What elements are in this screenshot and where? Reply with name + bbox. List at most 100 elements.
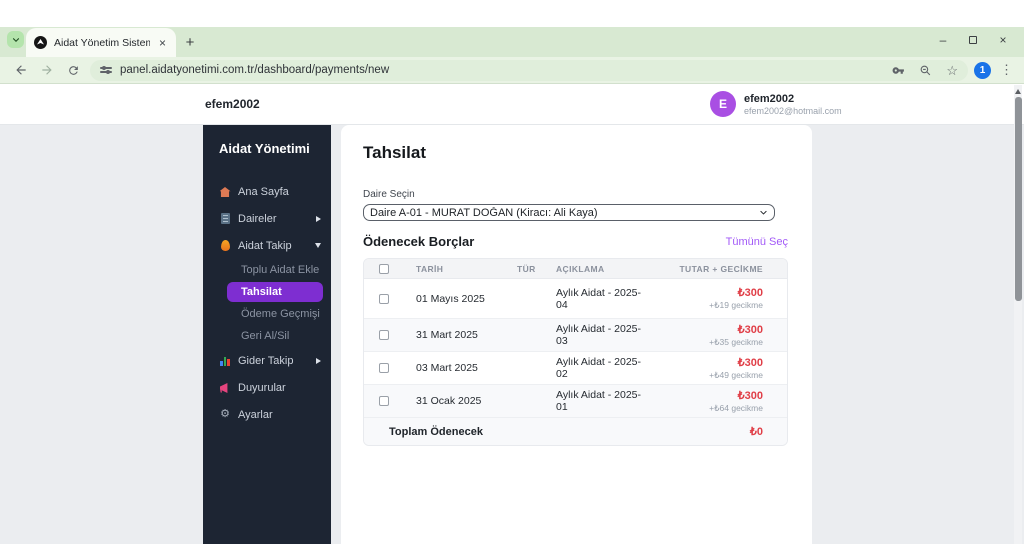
back-button[interactable] bbox=[8, 59, 34, 81]
row-checkbox[interactable] bbox=[379, 330, 389, 340]
web-page: efem2002 E efem2002 efem2002@hotmail.com… bbox=[0, 84, 1024, 544]
tab-title: Aidat Yönetim Sistemi bbox=[54, 36, 150, 49]
row-amount-cell: ₺300 +₺64 gecikme bbox=[647, 389, 787, 414]
sidebar-item-odeme-gecmisi[interactable]: Ödeme Geçmişi bbox=[241, 308, 320, 320]
window-controls: – × bbox=[928, 29, 1018, 51]
unit-select-value: Daire A-01 - MURAT DOĞAN (Kiracı: Ali Ka… bbox=[370, 206, 598, 219]
scroll-up-arrow-icon[interactable] bbox=[1015, 89, 1021, 94]
col-header-tutar: TUTAR + GECİKME bbox=[679, 263, 763, 274]
row-description: Aylık Aidat - 2025-04 bbox=[556, 286, 642, 311]
page-scrollbar[interactable] bbox=[1014, 85, 1022, 544]
tab-close-icon[interactable]: × bbox=[158, 35, 166, 50]
select-all-link[interactable]: Tümünü Seç bbox=[725, 235, 788, 248]
restore-icon bbox=[969, 36, 977, 44]
row-amount-cell: ₺300 +₺35 gecikme bbox=[647, 323, 787, 348]
sidebar-item-ana-sayfa[interactable]: Ana Sayfa bbox=[203, 178, 331, 205]
row-late-fee: +₺19 gecikme bbox=[709, 300, 763, 310]
forward-button[interactable] bbox=[34, 59, 60, 81]
total-label: Toplam Ödenecek bbox=[389, 425, 483, 438]
tab-search-button[interactable] bbox=[7, 31, 24, 48]
building-icon bbox=[219, 213, 231, 224]
debts-section-title: Ödenecek Borçlar bbox=[363, 234, 475, 249]
row-description: Aylık Aidat - 2025-01 bbox=[556, 389, 642, 413]
flame-icon bbox=[219, 240, 231, 251]
browser-tab[interactable]: Aidat Yönetim Sistemi × bbox=[26, 28, 176, 57]
sidebar-item-geri-al-sil[interactable]: Geri Al/Sil bbox=[241, 330, 290, 342]
chevron-down-icon bbox=[12, 37, 19, 42]
user-email: efem2002@hotmail.com bbox=[744, 105, 842, 116]
row-amount: ₺300 bbox=[737, 389, 763, 402]
row-date: 03 Mart 2025 bbox=[416, 362, 478, 374]
new-tab-button[interactable]: + bbox=[185, 33, 195, 51]
app-header: efem2002 E efem2002 efem2002@hotmail.com bbox=[0, 84, 1024, 125]
table-row: 01 Mayıs 2025 Aylık Aidat - 2025-04 ₺300… bbox=[364, 279, 787, 319]
row-amount: ₺300 bbox=[737, 356, 763, 369]
table-footer-row: Toplam Ödenecek ₺0 bbox=[364, 418, 787, 445]
sidebar-item-ayarlar[interactable]: ⚙ Ayarlar bbox=[220, 408, 273, 421]
row-amount-cell: ₺300 +₺49 gecikme bbox=[647, 356, 787, 381]
reload-icon bbox=[68, 65, 78, 75]
row-late-fee: +₺64 gecikme bbox=[709, 402, 763, 413]
unit-select[interactable]: Daire A-01 - MURAT DOĞAN (Kiracı: Ali Ka… bbox=[363, 204, 775, 221]
row-late-fee: +₺35 gecikme bbox=[709, 336, 763, 347]
forward-arrow-icon bbox=[42, 65, 52, 75]
select-chevron-icon bbox=[760, 210, 767, 215]
user-avatar: E bbox=[710, 91, 736, 117]
table-row: 03 Mart 2025 Aylık Aidat - 2025-02 ₺300 … bbox=[364, 352, 787, 385]
back-arrow-icon bbox=[16, 65, 26, 75]
browser-menu-icon[interactable]: ⋮ bbox=[1000, 62, 1013, 77]
sidebar: Aidat Yönetimi Ana Sayfa Daireler Aidat … bbox=[203, 125, 331, 544]
zoom-indicator-button[interactable] bbox=[919, 64, 932, 77]
row-date: 31 Mart 2025 bbox=[416, 329, 478, 341]
site-favicon-icon bbox=[34, 36, 47, 49]
table-row: 31 Mart 2025 Aylık Aidat - 2025-03 ₺300 … bbox=[364, 319, 787, 352]
key-icon bbox=[892, 66, 905, 74]
table-row: 31 Ocak 2025 Aylık Aidat - 2025-01 ₺300 … bbox=[364, 385, 787, 418]
debts-section-header: Ödenecek Borçlar Tümünü Seç bbox=[363, 234, 788, 249]
browser-tab-strip: Aidat Yönetim Sistemi × + – × bbox=[0, 27, 1024, 57]
sidebar-item-gider-takip[interactable]: Gider Takip bbox=[203, 347, 331, 374]
sidebar-item-toplu-aidat-ekle[interactable]: Toplu Aidat Ekle bbox=[241, 264, 320, 276]
row-description: Aylık Aidat - 2025-03 bbox=[556, 323, 642, 347]
user-menu[interactable]: E efem2002 efem2002@hotmail.com bbox=[710, 91, 842, 117]
chevron-down-icon bbox=[315, 243, 321, 248]
main-content: Tahsilat Daire Seçin Daire A-01 - MURAT … bbox=[341, 125, 812, 544]
url-bar[interactable]: panel.aidatyonetimi.com.tr/dashboard/pay… bbox=[90, 59, 968, 81]
chevron-right-icon bbox=[316, 215, 321, 222]
app-brand: efem2002 bbox=[205, 97, 260, 111]
chevron-right-icon bbox=[316, 357, 321, 364]
table-header-row: TARİH TÜR AÇIKLAMA TUTAR + GECİKME bbox=[364, 259, 787, 279]
url-text[interactable]: panel.aidatyonetimi.com.tr/dashboard/pay… bbox=[120, 64, 390, 76]
window-restore-button[interactable] bbox=[958, 29, 988, 51]
sidebar-item-tahsilat-active[interactable]: Tahsilat bbox=[227, 282, 323, 302]
window-close-button[interactable]: × bbox=[999, 33, 1007, 47]
user-name: efem2002 bbox=[744, 92, 795, 105]
browser-profile-avatar[interactable]: 1 bbox=[974, 61, 991, 79]
bookmark-star-icon[interactable]: ☆ bbox=[946, 62, 958, 78]
reload-button[interactable] bbox=[60, 59, 86, 81]
sidebar-item-duyurular[interactable]: Duyurular bbox=[203, 374, 331, 401]
select-all-checkbox[interactable] bbox=[379, 263, 389, 274]
row-checkbox[interactable] bbox=[379, 396, 389, 406]
unit-select-label: Daire Seçin bbox=[363, 189, 415, 200]
magnifier-minus-icon bbox=[920, 65, 931, 75]
sidebar-item-daireler[interactable]: Daireler bbox=[203, 205, 331, 232]
page-title: Tahsilat bbox=[363, 143, 426, 162]
password-manager-button[interactable] bbox=[892, 64, 905, 77]
sidebar-nav: Ana Sayfa Daireler Aidat Takip Toplu Aid… bbox=[203, 178, 331, 428]
gear-icon: ⚙ bbox=[220, 408, 230, 420]
row-checkbox[interactable] bbox=[379, 293, 389, 304]
row-date: 31 Ocak 2025 bbox=[416, 395, 482, 407]
scrollbar-thumb[interactable] bbox=[1014, 97, 1022, 301]
sidebar-item-aidat-takip[interactable]: Aidat Takip bbox=[203, 232, 331, 259]
row-description: Aylık Aidat - 2025-02 bbox=[556, 356, 642, 380]
row-date: 01 Mayıs 2025 bbox=[416, 292, 485, 305]
sidebar-title: Aidat Yönetimi bbox=[219, 141, 310, 156]
row-amount: ₺300 bbox=[737, 287, 763, 299]
col-header-tur: TÜR bbox=[517, 263, 536, 274]
home-icon bbox=[219, 186, 231, 197]
row-checkbox[interactable] bbox=[379, 363, 389, 373]
window-minimize-button[interactable]: – bbox=[939, 33, 947, 47]
total-amount: ₺0 bbox=[749, 426, 763, 438]
site-settings-icon[interactable] bbox=[100, 65, 112, 75]
